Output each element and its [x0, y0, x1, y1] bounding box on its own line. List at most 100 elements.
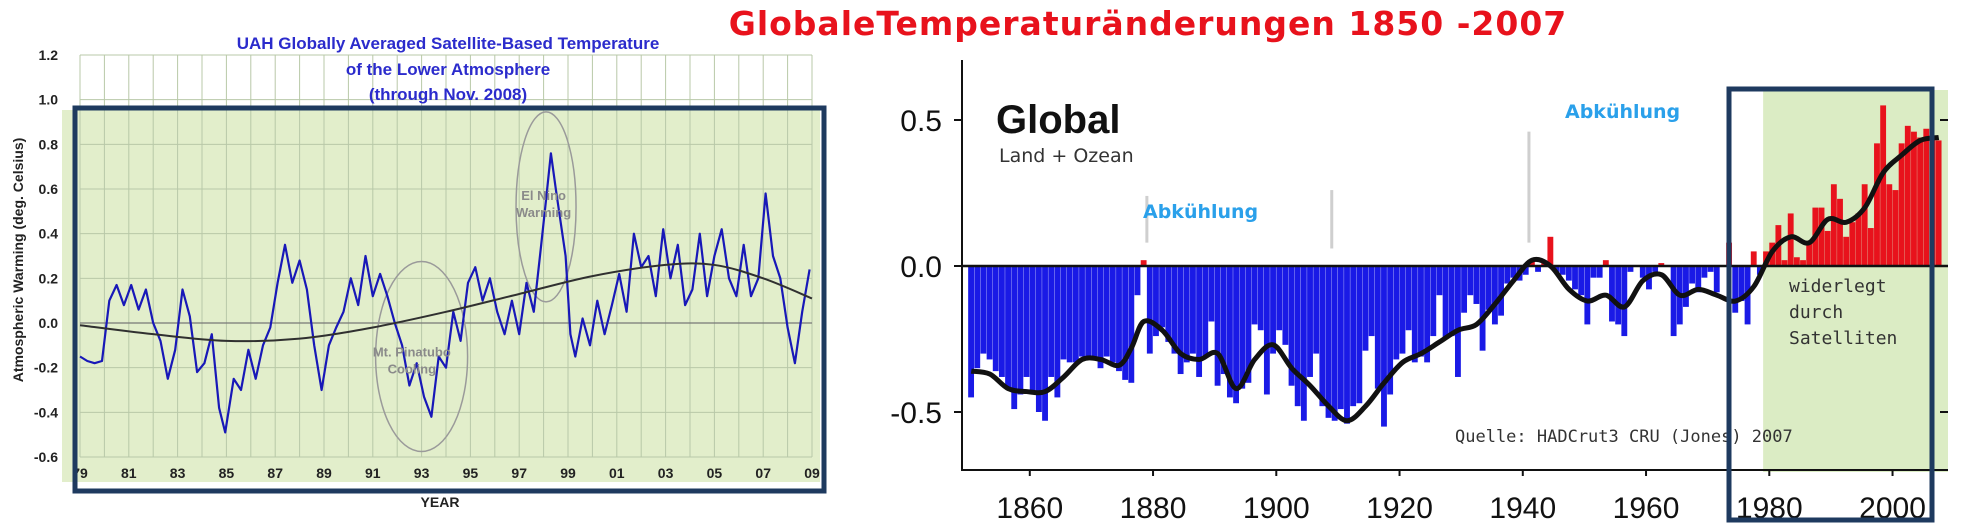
had-bar: [1344, 266, 1350, 424]
had-bar: [1048, 266, 1055, 377]
had-bar: [1442, 266, 1449, 339]
had-bar: [1615, 266, 1622, 325]
uah-x-tick-label: 85: [219, 465, 235, 481]
uah-x-tick-labels: 79 81 83 85 87 89 91 93 95 97 99 01 03 05 07 09: [72, 465, 820, 481]
had-bar: [1504, 266, 1511, 284]
had-bar: [1202, 266, 1209, 357]
had-x-tick-label: 1960: [1613, 492, 1680, 525]
had-axes: [961, 60, 1948, 471]
had-bar: [1177, 266, 1184, 375]
had-bar: [1849, 222, 1856, 266]
had-bar: [1214, 266, 1221, 386]
had-bar: [1424, 266, 1431, 363]
uah-highlight-frame: [72, 105, 827, 494]
uah-y-tick-labels: 1.2 1.0 0.8 0.6 0.4 0.2 0.0 -0.2 -0.4 -0.6: [34, 47, 58, 465]
had-bar: [998, 266, 1005, 377]
had-bar: [1331, 266, 1338, 421]
had-x-tick-label: 1940: [1489, 492, 1556, 525]
had-smooth-line: [970, 135, 1940, 424]
had-bar: [1843, 236, 1850, 266]
had-bar: [1886, 184, 1893, 266]
had-bar: [1140, 260, 1147, 266]
had-highlight-frame: [1726, 86, 1935, 523]
pinatubo-label: Cooling: [388, 362, 436, 377]
had-bar: [1128, 266, 1135, 383]
uah-plot-background: [62, 110, 820, 482]
had-bar: [1935, 140, 1942, 266]
had-bar: [1572, 266, 1578, 290]
had-bar: [1880, 105, 1887, 267]
had-bar: [1861, 184, 1868, 266]
had-bar: [1183, 266, 1190, 363]
had-bar: [1793, 257, 1800, 266]
had-bar: [1781, 260, 1788, 266]
uah-satellite-chart: 1.21.00.80.60.40.20.0-0.2-0.4-0.6 79 81 83…: [10, 34, 827, 510]
uah-title-line-2: of the Lower Atmosphere: [346, 60, 550, 79]
had-bar: [1418, 266, 1424, 357]
uah-y-tick-label: -0.2: [34, 360, 58, 376]
had-bar: [1510, 266, 1517, 278]
had-bar: [1707, 266, 1714, 272]
uah-y-tick-label: 1.2: [39, 47, 59, 63]
had-vertical-markers: [1145, 131, 1531, 249]
had-bar: [992, 266, 999, 372]
uah-x-tick-label: 83: [170, 465, 186, 481]
had-bar: [1455, 266, 1461, 377]
had-bar: [1738, 266, 1745, 302]
had-bar: [1190, 266, 1196, 354]
had-bar: [1479, 266, 1486, 351]
uah-title-line-3: (through Nov. 2008): [369, 85, 527, 104]
had-bar: [1461, 266, 1468, 313]
had-bar: [1535, 266, 1541, 272]
had-bar: [1590, 266, 1597, 278]
had-title: GlobaleTemperaturänderungen 1850 -2007: [729, 4, 1568, 43]
had-smoothed-curve: [970, 135, 1940, 424]
had-bar: [1830, 184, 1837, 266]
had-bar: [986, 266, 993, 360]
had-bar: [1405, 266, 1412, 331]
had-bar: [1750, 251, 1757, 266]
had-bar: [1325, 266, 1332, 418]
had-bar: [1288, 266, 1295, 386]
uah-x-tick-label: 95: [463, 465, 479, 481]
had-bar: [1522, 266, 1529, 275]
had-refuted-line-2: durch: [1789, 302, 1843, 323]
had-bar: [1855, 213, 1862, 266]
had-bar: [1313, 266, 1320, 354]
had-bar: [1091, 266, 1098, 357]
had-bar: [974, 266, 981, 369]
had-bar: [1146, 266, 1153, 354]
uah-y-tick-label: -0.4: [34, 404, 58, 420]
had-bar: [1837, 198, 1843, 266]
el-nino-label: El Nino: [521, 188, 566, 203]
uah-trend-line: [79, 262, 813, 343]
had-bar: [1381, 266, 1387, 427]
had-bar: [1103, 266, 1110, 357]
had-bar: [1621, 266, 1628, 337]
had-bar: [1689, 266, 1696, 284]
had-bar: [1368, 266, 1375, 337]
had-bar: [1085, 266, 1092, 360]
had-cooling-label-1: Abkühlung: [1143, 201, 1258, 223]
had-bar: [1122, 266, 1129, 380]
had-bar: [1528, 260, 1535, 266]
had-bar: [1695, 266, 1702, 293]
had-bar: [1239, 266, 1246, 389]
uah-x-tick-label: 81: [121, 465, 137, 481]
had-bar: [1559, 266, 1566, 275]
had-bar: [1319, 266, 1326, 407]
had-y-tick-label: -0.5: [890, 397, 942, 430]
had-bar: [1467, 266, 1474, 296]
had-bar: [1263, 266, 1270, 395]
uah-monthly-line: [79, 152, 811, 434]
had-bar: [1072, 266, 1079, 363]
had-bar: [1874, 143, 1880, 266]
had-bar: [1350, 266, 1357, 407]
had-bar: [1824, 230, 1831, 266]
had-bar: [1257, 266, 1264, 331]
hadcrut-chart: GlobaleTemperaturänderungen 1850 -2007 0…: [729, 4, 1948, 525]
had-bar: [1917, 137, 1924, 266]
uah-x-tick-label: 09: [804, 465, 820, 481]
uah-y-tick-label: 1.0: [39, 92, 59, 108]
